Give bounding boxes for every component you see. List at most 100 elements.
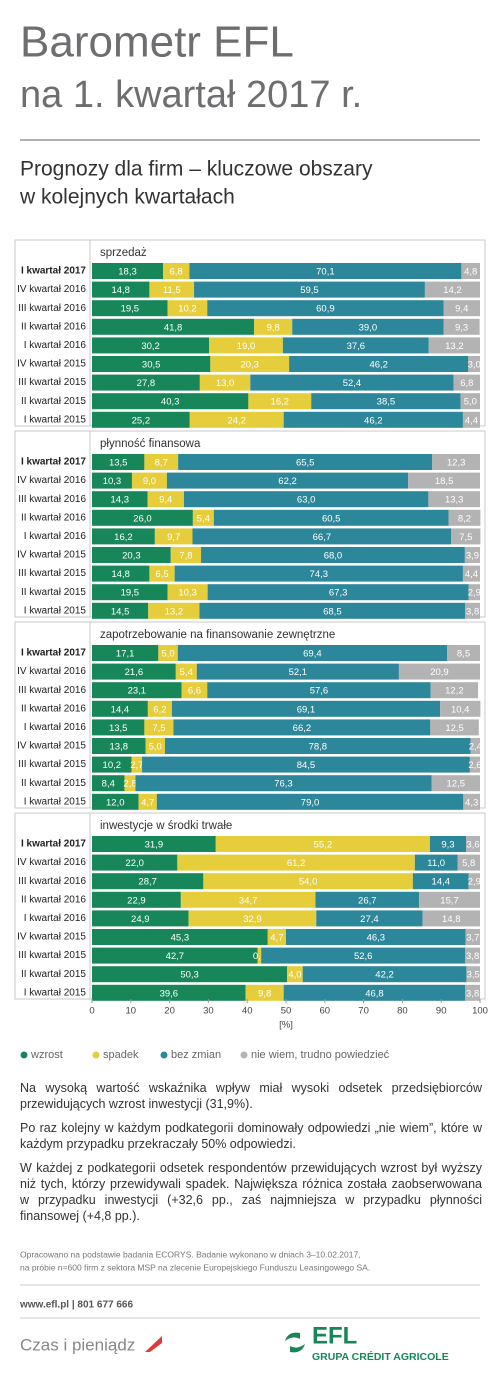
- x-tick-label: 30: [203, 1006, 214, 1017]
- value-label: 13,8: [110, 742, 129, 753]
- bar-segment: [158, 645, 178, 661]
- bar-segment: [430, 719, 479, 736]
- value-label: 50,3: [180, 970, 199, 981]
- bar-segment: [180, 891, 316, 908]
- value-label: 4,0: [288, 970, 301, 981]
- bar-segment: [138, 793, 157, 810]
- value-label: 12,0: [106, 797, 125, 808]
- bar-segment: [92, 891, 181, 908]
- bar-segment: [460, 393, 480, 410]
- bar-segment: [189, 263, 462, 279]
- value-label: 26,0: [133, 513, 152, 524]
- bar-segment: [92, 854, 178, 871]
- bar-segment: [419, 891, 480, 908]
- bar-segment: [92, 910, 189, 927]
- category-label: II kwartał 2016: [21, 512, 86, 523]
- bar-segment: [292, 318, 444, 335]
- category-label: IV kwartał 2015: [17, 359, 86, 370]
- value-label: 2,8: [123, 779, 136, 790]
- value-label: 3,5: [467, 970, 480, 981]
- bar-segment: [462, 565, 480, 582]
- value-label: 14,8: [111, 285, 130, 296]
- value-label: 13,5: [109, 723, 128, 734]
- value-label: 60,5: [322, 513, 341, 524]
- bar-segment: [174, 565, 463, 582]
- category-label: III kwartał 2015: [18, 759, 86, 770]
- value-label: 26,7: [358, 895, 377, 906]
- value-label: 68,0: [324, 551, 343, 562]
- bar-segment: [163, 263, 190, 279]
- value-label: 30,5: [142, 360, 161, 371]
- value-label: 12,5: [447, 779, 466, 790]
- x-tick-label: 100: [472, 1006, 488, 1017]
- bar-segment: [92, 393, 249, 410]
- value-label: 66,2: [293, 723, 312, 734]
- value-label: 20,3: [240, 360, 259, 371]
- value-label: 20,3: [122, 551, 141, 562]
- bar-segment: [210, 356, 290, 372]
- contact: www.efl.pl | 801 677 666: [19, 1300, 133, 1311]
- category-label: IV kwartał 2016: [17, 666, 86, 677]
- bar-segment: [171, 700, 441, 717]
- value-label: 27,4: [360, 914, 379, 925]
- bar-segment: [453, 374, 480, 391]
- bar-segment: [196, 663, 399, 680]
- value-label: 28,7: [138, 877, 157, 888]
- section-title: Prognozy dla firm – kluczowe obszary: [20, 158, 373, 181]
- bar-segment: [156, 793, 464, 810]
- value-label: 52,6: [354, 951, 373, 962]
- bar-segment: [164, 738, 471, 754]
- x-tick-label: 50: [281, 1006, 292, 1017]
- value-label: 9,8: [258, 988, 271, 999]
- bar-segment: [215, 836, 430, 852]
- value-label: 3,0: [468, 360, 481, 371]
- value-label: 9,3: [441, 840, 454, 851]
- legend-label: wzrost: [30, 1049, 63, 1061]
- category-label: III kwartał 2015: [18, 377, 86, 388]
- bar-segment: [144, 454, 179, 470]
- panel-title: inwestycje w środki trwałe: [100, 820, 232, 832]
- bar-segment: [92, 454, 145, 470]
- bar-segment: [92, 984, 246, 1001]
- bar-segment: [92, 528, 155, 545]
- value-label: 67,3: [329, 588, 348, 599]
- category-label: I kwartał 2016: [24, 913, 87, 924]
- value-label: 76,3: [274, 779, 293, 790]
- value-label: 3,8: [466, 606, 479, 617]
- value-label: 9,4: [455, 304, 468, 315]
- bar-segment: [167, 300, 208, 317]
- value-label: 4,3: [465, 797, 478, 808]
- slogan: Czas i pieniądz: [20, 1335, 135, 1354]
- value-label: 4,4: [465, 569, 478, 580]
- bar-segment: [254, 318, 293, 335]
- bar-segment: [147, 700, 172, 717]
- value-label: 13,0: [216, 378, 235, 389]
- value-label: 13,2: [165, 606, 184, 617]
- bar-segment: [289, 356, 469, 372]
- value-label: 14,8: [111, 569, 130, 580]
- value-label: 2,4: [469, 742, 482, 753]
- value-label: 3,8: [466, 951, 479, 962]
- value-label: 62,2: [278, 476, 297, 487]
- value-label: 25,2: [132, 415, 151, 426]
- value-label: 8,2: [458, 513, 471, 524]
- value-label: 6,5: [155, 569, 168, 580]
- value-label: 32,9: [243, 914, 262, 925]
- bar-segment: [424, 281, 480, 298]
- bar-segment: [302, 966, 467, 983]
- value-label: 7,5: [152, 723, 165, 734]
- value-label: 52,4: [343, 378, 362, 389]
- bar-segment: [167, 584, 208, 601]
- bar-segment: [192, 528, 452, 545]
- bar-segment: [144, 719, 174, 736]
- bar-segment: [463, 793, 480, 810]
- bar-segment: [462, 411, 480, 428]
- x-tick-label: 80: [397, 1006, 408, 1017]
- value-label: 15,7: [440, 895, 459, 906]
- value-label: 8,4: [102, 779, 115, 790]
- x-tick-label: 20: [164, 1006, 175, 1017]
- value-label: 12,2: [445, 686, 464, 697]
- value-label: 69,4: [303, 649, 322, 660]
- bar-segment: [431, 775, 480, 792]
